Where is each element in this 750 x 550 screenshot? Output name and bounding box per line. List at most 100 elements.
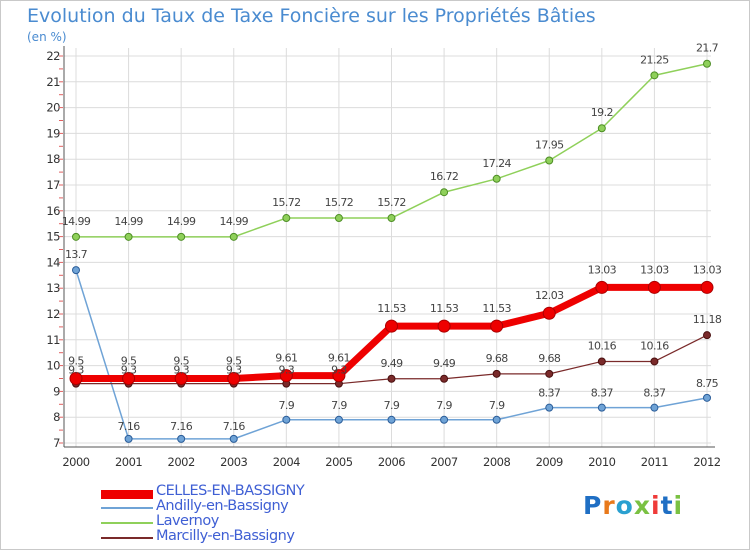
data-label: 7.16 <box>223 420 246 433</box>
data-label: 15.72 <box>272 196 301 209</box>
data-point <box>229 434 238 443</box>
data-label: 14.99 <box>220 215 249 228</box>
data-label: 9.49 <box>433 357 456 370</box>
logo-letter: r <box>602 491 616 520</box>
y-tick-label: 11 <box>46 333 60 347</box>
data-label: 17.24 <box>482 157 511 170</box>
data-point <box>595 280 609 294</box>
data-point <box>69 372 83 385</box>
data-label: 17.95 <box>535 138 564 151</box>
data-label: 7.9 <box>489 399 505 412</box>
data-label: 13.03 <box>588 263 617 276</box>
data-point <box>545 156 554 165</box>
data-point <box>647 280 661 294</box>
data-point <box>334 415 343 424</box>
data-label: 14.99 <box>167 215 196 228</box>
data-point <box>650 71 659 80</box>
x-tick-label: 2001 <box>115 455 142 469</box>
data-label: 9.5 <box>121 355 137 368</box>
data-point <box>282 415 291 424</box>
data-point <box>437 319 451 333</box>
logo-letter: P <box>583 491 603 520</box>
chart-unit-label: (en %) <box>27 30 67 44</box>
legend-swatch <box>101 507 153 509</box>
y-tick-label: 19 <box>46 126 60 140</box>
data-label: 9.61 <box>275 352 297 365</box>
y-tick-label: 8 <box>53 410 60 424</box>
y-tick-label: 18 <box>46 152 60 166</box>
data-label: 11.53 <box>430 302 459 315</box>
logo-letter: o <box>615 491 634 520</box>
data-point <box>492 174 501 183</box>
y-tick-label: 15 <box>46 230 60 244</box>
data-label: 21.7 <box>696 42 719 55</box>
data-point <box>124 232 133 241</box>
data-label: 13.7 <box>65 248 88 261</box>
data-point <box>124 434 133 443</box>
data-point <box>440 415 449 424</box>
data-point <box>492 415 501 424</box>
data-label: 7.9 <box>436 399 452 412</box>
data-point <box>650 403 659 412</box>
data-label: 11.18 <box>693 313 722 326</box>
data-label: 9.68 <box>538 352 561 365</box>
data-label: 14.99 <box>62 215 91 228</box>
data-label: 13.03 <box>693 263 722 276</box>
data-point <box>387 374 396 383</box>
x-tick-label: 2011 <box>641 455 668 469</box>
data-point <box>545 403 554 412</box>
data-point <box>597 124 606 133</box>
data-label: 7.9 <box>384 399 400 412</box>
y-tick-label: 17 <box>46 178 60 192</box>
data-label: 8.37 <box>538 387 561 400</box>
x-tick-label: 2010 <box>588 455 615 469</box>
data-point <box>545 369 554 378</box>
data-label: 11.53 <box>482 302 511 315</box>
data-point <box>440 188 449 197</box>
data-label: 15.72 <box>325 196 354 209</box>
data-point <box>387 214 396 223</box>
data-label: 9.3 <box>121 364 137 377</box>
data-point <box>227 372 241 385</box>
y-tick-label: 20 <box>46 101 60 115</box>
data-point <box>72 266 80 275</box>
data-label: 9.49 <box>380 357 403 370</box>
y-tick-label: 21 <box>46 75 60 89</box>
data-label: 12.03 <box>535 289 564 302</box>
data-point <box>597 357 606 366</box>
y-tick-label: 13 <box>46 281 60 295</box>
data-point <box>279 369 293 383</box>
legend-swatch <box>101 537 153 539</box>
y-tick-label: 10 <box>46 359 60 373</box>
x-tick-label: 2005 <box>325 455 352 469</box>
logo-letter: i <box>673 491 684 520</box>
y-tick-label: 7 <box>53 436 60 450</box>
data-point <box>542 306 556 320</box>
x-tick-label: 2008 <box>483 455 510 469</box>
data-label: 9.3 <box>173 364 189 377</box>
data-point <box>385 319 398 333</box>
data-label: 14.99 <box>114 215 143 228</box>
data-label: 10.16 <box>640 339 669 352</box>
data-label: 9.61 <box>328 352 350 365</box>
data-point <box>700 280 714 294</box>
data-point <box>334 214 343 223</box>
x-tick-label: 2006 <box>378 455 405 469</box>
data-point <box>229 232 238 241</box>
data-label: 7.16 <box>118 420 141 433</box>
data-label: 8.37 <box>591 387 614 400</box>
legend-label: Andilly-en-Bassigny <box>156 498 289 514</box>
legend-label: CELLES-EN-BASSIGNY <box>156 483 305 499</box>
data-label: 13.03 <box>640 263 669 276</box>
y-tick-label: 9 <box>53 384 60 398</box>
y-tick-label: 12 <box>46 307 60 321</box>
x-tick-label: 2012 <box>693 455 720 469</box>
data-label: 11.53 <box>377 302 406 315</box>
data-point <box>703 331 711 340</box>
logo-letter: t <box>660 491 674 520</box>
data-point <box>177 434 186 443</box>
data-point <box>174 372 188 385</box>
x-tick-label: 2009 <box>536 455 563 469</box>
